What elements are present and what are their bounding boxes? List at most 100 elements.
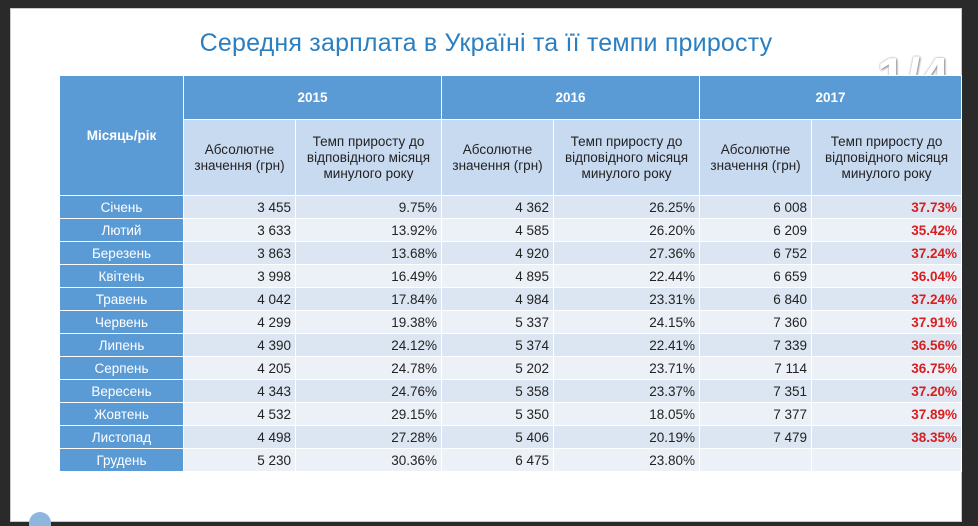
month-cell: Травень: [59, 287, 184, 311]
abs-2016-cell: 4 362: [441, 195, 555, 219]
abs-2017-cell: 6 659: [699, 264, 813, 288]
table-row: Жовтень 4 532 29.15% 5 350 18.05% 7 377 37.89%: [59, 402, 963, 426]
rate-2015-cell: 24.12%: [294, 333, 443, 357]
rate-2015-cell: 13.68%: [294, 241, 443, 265]
abs-2015-cell: 4 532: [183, 402, 296, 426]
rate-2016-cell: 26.25%: [553, 195, 701, 219]
rate-2015-cell: 30.36%: [294, 448, 443, 472]
month-cell: Червень: [59, 310, 184, 334]
rate-header-2016: Темп приросту до відповідного місяця мин…: [553, 119, 701, 196]
rate-2017-cell: 35.42%: [811, 218, 963, 242]
month-cell: Серпень: [59, 356, 184, 380]
abs-2017-cell: 7 360: [699, 310, 813, 334]
abs-2015-cell: 4 390: [183, 333, 296, 357]
abs-2016-cell: 5 202: [441, 356, 555, 380]
table-row: Квітень 3 998 16.49% 4 895 22.44% 6 659 36.04%: [59, 264, 963, 288]
abs-2015-cell: 3 633: [183, 218, 296, 242]
abs-2017-cell: 6 008: [699, 195, 813, 219]
abs-2016-cell: 4 895: [441, 264, 555, 288]
rate-2015-cell: 13.92%: [294, 218, 443, 242]
month-cell: Січень: [59, 195, 184, 219]
salary-table: Місяць/рік 2015 2016 2017 Абсолютне знач…: [59, 75, 963, 472]
rate-2017-cell: 37.89%: [811, 402, 963, 426]
rate-2017-cell: [811, 448, 963, 472]
rate-2017-cell: 37.20%: [811, 379, 963, 403]
abs-2017-cell: 7 114: [699, 356, 813, 380]
abs-header-2015: Абсолютне значення (грн): [183, 119, 296, 196]
month-cell: Березень: [59, 241, 184, 265]
month-cell: Вересень: [59, 379, 184, 403]
abs-2017-cell: 7 351: [699, 379, 813, 403]
rate-2015-cell: 29.15%: [294, 402, 443, 426]
abs-2015-cell: 4 205: [183, 356, 296, 380]
abs-2015-cell: 3 863: [183, 241, 296, 265]
month-cell: Жовтень: [59, 402, 184, 426]
abs-2016-cell: 4 920: [441, 241, 555, 265]
month-cell: Листопад: [59, 425, 184, 449]
rate-2016-cell: 23.31%: [553, 287, 701, 311]
logo-icon: [29, 512, 51, 526]
abs-2015-cell: 4 042: [183, 287, 296, 311]
rate-2017-cell: 37.91%: [811, 310, 963, 334]
abs-2016-cell: 5 350: [441, 402, 555, 426]
abs-2017-cell: 6 752: [699, 241, 813, 265]
table-row: Липень 4 390 24.12% 5 374 22.41% 7 339 36.56%: [59, 333, 963, 357]
rate-2017-cell: 37.73%: [811, 195, 963, 219]
abs-2016-cell: 5 337: [441, 310, 555, 334]
table-row: Червень 4 299 19.38% 5 337 24.15% 7 360 37.91%: [59, 310, 963, 334]
abs-2017-cell: 7 339: [699, 333, 813, 357]
year-header-2016: 2016: [441, 75, 701, 120]
rate-2015-cell: 24.78%: [294, 356, 443, 380]
abs-2017-cell: 7 377: [699, 402, 813, 426]
abs-header-2017: Абсолютне значення (грн): [699, 119, 813, 196]
rate-2017-cell: 37.24%: [811, 287, 963, 311]
abs-2015-cell: 3 998: [183, 264, 296, 288]
table-row: Березень 3 863 13.68% 4 920 27.36% 6 752 37.24…: [59, 241, 963, 265]
rate-header-2017: Темп приросту до відповідного місяця мин…: [811, 119, 963, 196]
abs-2016-cell: 5 406: [441, 425, 555, 449]
year-header-2015: 2015: [182, 75, 443, 120]
month-cell: Липень: [59, 333, 184, 357]
abs-2016-cell: 5 374: [441, 333, 555, 357]
abs-2015-cell: 3 455: [183, 195, 296, 219]
month-year-header: Місяць/рік: [59, 75, 184, 196]
rate-header-2015: Темп приросту до відповідного місяця мин…: [294, 119, 443, 196]
month-cell: Лютий: [59, 218, 184, 242]
abs-2016-cell: 4 984: [441, 287, 555, 311]
abs-2017-cell: [699, 448, 813, 472]
abs-2016-cell: 4 585: [441, 218, 555, 242]
abs-2015-cell: 4 498: [183, 425, 296, 449]
rate-2016-cell: 22.44%: [553, 264, 701, 288]
rate-2016-cell: 27.36%: [553, 241, 701, 265]
rate-2016-cell: 24.15%: [553, 310, 701, 334]
abs-2017-cell: 7 479: [699, 425, 813, 449]
rate-2016-cell: 22.41%: [553, 333, 701, 357]
table-row: Грудень 5 230 30.36% 6 475 23.80%: [59, 448, 963, 472]
table-row: Листопад 4 498 27.28% 5 406 20.19% 7 479 38.35…: [59, 425, 963, 449]
rate-2016-cell: 23.71%: [553, 356, 701, 380]
abs-2017-cell: 6 840: [699, 287, 813, 311]
page-title: Середня зарплата в Україні та її темпи п…: [199, 29, 773, 57]
table-row: Лютий 3 633 13.92% 4 585 26.20% 6 209 35.42%: [59, 218, 963, 242]
rate-2015-cell: 17.84%: [294, 287, 443, 311]
rate-2017-cell: 37.24%: [811, 241, 963, 265]
abs-2015-cell: 4 343: [183, 379, 296, 403]
rate-2017-cell: 36.04%: [811, 264, 963, 288]
slide: Середня зарплата в Україні та її темпи п…: [10, 8, 963, 526]
rate-2016-cell: 20.19%: [553, 425, 701, 449]
rate-2016-cell: 23.80%: [553, 448, 701, 472]
table-row: Травень 4 042 17.84% 4 984 23.31% 6 840 37.24%: [59, 287, 963, 311]
abs-header-2016: Абсолютне значення (грн): [441, 119, 555, 196]
rate-2016-cell: 26.20%: [553, 218, 701, 242]
month-cell: Грудень: [59, 448, 184, 472]
rate-2016-cell: 18.05%: [553, 402, 701, 426]
abs-2016-cell: 6 475: [441, 448, 555, 472]
rate-2015-cell: 9.75%: [294, 195, 443, 219]
table-row: Вересень 4 343 24.76% 5 358 23.37% 7 351 37.20…: [59, 379, 963, 403]
abs-2016-cell: 5 358: [441, 379, 555, 403]
rate-2017-cell: 36.56%: [811, 333, 963, 357]
rate-2016-cell: 23.37%: [553, 379, 701, 403]
year-header-2017: 2017: [699, 75, 963, 120]
rate-2017-cell: 36.75%: [811, 356, 963, 380]
rate-2015-cell: 24.76%: [294, 379, 443, 403]
